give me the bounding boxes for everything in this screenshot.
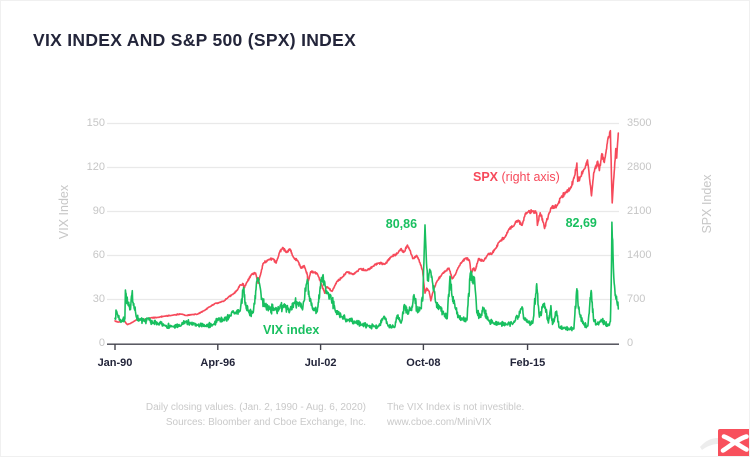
x-axis-tick-apr-96: Apr-96: [200, 357, 236, 369]
brand-x-icon: [720, 434, 749, 453]
x-axis-tick-oct-08: Oct-08: [406, 357, 441, 369]
left-axis-tick-60: 60: [92, 249, 105, 261]
left-axis-tick-120: 120: [86, 161, 105, 173]
footer-url-line: www.cboe.com/MiniVIX: [387, 416, 492, 428]
right-axis-tick-0: 0: [627, 337, 634, 349]
brand-logo[interactable]: [718, 429, 749, 456]
vix-peak-2008-annotation: 80,86: [385, 216, 418, 231]
vix-peak-2020-annotation: 82,69: [565, 216, 597, 231]
page-title: VIX INDEX AND S&P 500 (SPX) INDEX: [33, 30, 357, 50]
left-axis-tick-90: 90: [92, 205, 105, 217]
series-line-spx: [114, 129, 620, 326]
left-axis-tick-30: 30: [92, 293, 105, 305]
right-axis-tick-2100: 2100: [627, 205, 652, 217]
footer-disclaimer-line: The VIX Index is not investible.: [387, 402, 525, 413]
footer-disclaimer-note: The VIX Index is not investible. www.cbo…: [387, 401, 607, 430]
series-line-vix-index: [114, 221, 620, 332]
spx-series-label: SPX (right axis): [473, 170, 560, 184]
left-axis-tick-150: 150: [86, 117, 105, 129]
spx-series-label-bold: SPX: [473, 170, 499, 184]
right-axis-tick-1400: 1400: [627, 249, 652, 261]
right-axis-tick-3500: 3500: [627, 117, 652, 129]
vix-series-label: VIX index: [263, 323, 320, 337]
footer-sources-line: Sources: Bloomber and Cboe Exchange, Inc…: [165, 416, 366, 428]
footer-values-line: Daily closing values. (Jan. 2, 1990 - Au…: [145, 402, 366, 413]
right-axis-tick-2800: 2800: [627, 161, 652, 173]
x-axis-tick-jul-02: Jul-02: [304, 357, 337, 369]
brand-watermark-icon: [700, 438, 718, 450]
right-axis-tick-700: 700: [627, 293, 646, 305]
left-axis-tick-0: 0: [98, 337, 105, 349]
spx-series-label-note: (right axis): [498, 170, 560, 184]
right-axis-title: SPX Index: [700, 174, 714, 234]
x-axis-tick-feb-15: Feb-15: [509, 357, 546, 369]
footer-source-note: Daily closing values. (Jan. 2, 1990 - Au…: [96, 401, 366, 430]
left-axis-title: VIX Index: [57, 184, 71, 240]
x-axis-tick-jan-90: Jan-90: [97, 357, 133, 369]
